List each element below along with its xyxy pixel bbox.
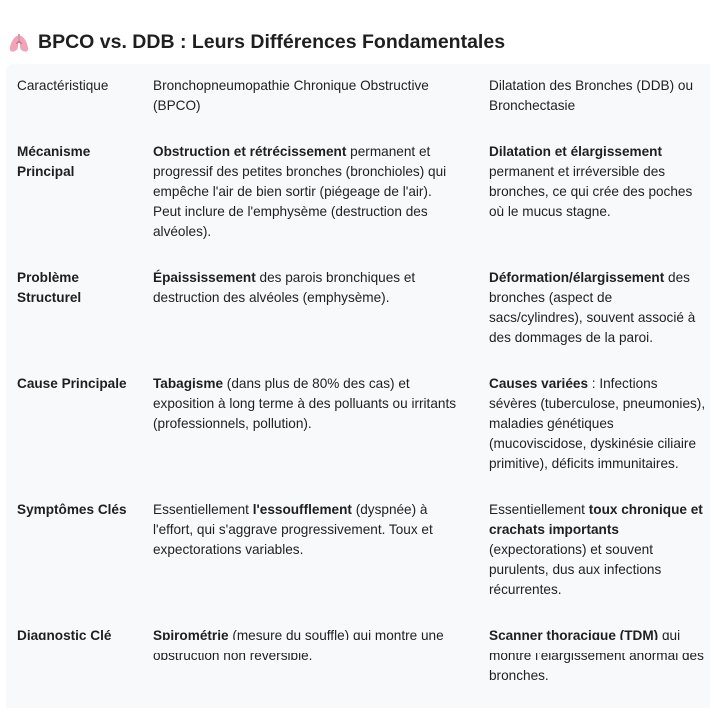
row-label: Problème Structurel [17, 270, 82, 305]
text: : Infections sévères (tuberculose, pneum… [489, 376, 706, 471]
cell-ddb: Causes variées : Infections sévères (tub… [471, 362, 710, 488]
text: permanent et progressif des petites bron… [153, 144, 447, 239]
row-label: Cause Principale [17, 376, 127, 391]
page-title-text: BPCO vs. DDB : Leurs Différences Fondame… [38, 31, 506, 53]
text: Essentiellement [489, 502, 589, 517]
cell-bpco: Spirométrie (mesure du souffle) qui mont… [135, 614, 471, 700]
cell-ddb: Dilatation et élargissement permanent et… [471, 130, 710, 256]
cell-ddb: Déformation/élargissement des bronches (… [471, 256, 710, 362]
row-label: Diagnostic Clé [17, 628, 112, 643]
table-row: Diagnostic Clé Spirométrie (mesure du sou… [6, 614, 710, 700]
table-row: Cause Principale Tabagisme (dans plus de … [6, 362, 710, 488]
bold-text: Causes variées [489, 376, 589, 391]
cell-bpco: Épaississement des parois bronchiques et… [135, 256, 471, 362]
text: des parois bronchiques et destruction de… [153, 270, 416, 305]
cell-ddb: Scanner thoracique (TDM) qui montre l'él… [471, 614, 710, 700]
bold-text: Obstruction et rétrécissement [153, 144, 347, 159]
bold-text: l'essoufflement [252, 502, 352, 517]
row-label: Symptômes Clés [17, 502, 127, 517]
table-footer-strip [6, 640, 710, 653]
text: permanent et irréversible des bronches, … [489, 164, 693, 219]
cell-ddb: Essentiellement toux chronique et cracha… [471, 488, 710, 614]
cell-bpco: Tabagisme (dans plus de 80% des cas) et … [135, 362, 471, 488]
bold-text: Spirométrie [153, 628, 229, 643]
table-header-row: Caractéristique Bronchopneumopathie Chro… [6, 64, 710, 130]
bold-text: Déformation/élargissement [489, 270, 665, 285]
bold-text: toux chronique et crachats importants [489, 502, 703, 537]
cell-bpco: Obstruction et rétrécissement permanent … [135, 130, 471, 256]
lungs-icon [9, 33, 29, 52]
row-label: Mécanisme Principal [17, 144, 91, 179]
text: des bronches (aspect de sacs/cylindres),… [489, 270, 696, 345]
page-title: BPCO vs. DDB : Leurs Différences Fondame… [8, 31, 505, 54]
text: (dyspnée) à l'effort, qui s'aggrave prog… [153, 502, 433, 557]
text: Essentiellement [153, 502, 253, 517]
bold-text: Épaississement [153, 270, 256, 285]
cell-bpco: Essentiellement l'essoufflement (dyspnée… [135, 488, 471, 614]
text: (dans plus de 80% des cas) et exposition… [153, 376, 457, 431]
header-characteristic: Caractéristique [17, 78, 109, 93]
header-bpco: Bronchopneumopathie Chronique Obstructiv… [153, 78, 429, 113]
header-ddb: Dilatation des Bronches (DDB) ou Bronche… [489, 78, 693, 113]
bold-text: Dilatation et élargissement [489, 144, 662, 159]
bold-text: Tabagisme [153, 376, 224, 391]
table-row: Mécanisme Principal Obstruction et rétréc… [6, 130, 710, 256]
table-row: Symptômes Clés Essentiellement l'essouffl… [6, 488, 710, 614]
table-row: Problème Structurel Épaississement des pa… [6, 256, 710, 362]
text: (expectorations) et souvent purulents, d… [489, 542, 662, 597]
bold-text: Scanner thoracique (TDM) [489, 628, 659, 643]
comparison-table: Caractéristique Bronchopneumopathie Chro… [6, 64, 710, 708]
